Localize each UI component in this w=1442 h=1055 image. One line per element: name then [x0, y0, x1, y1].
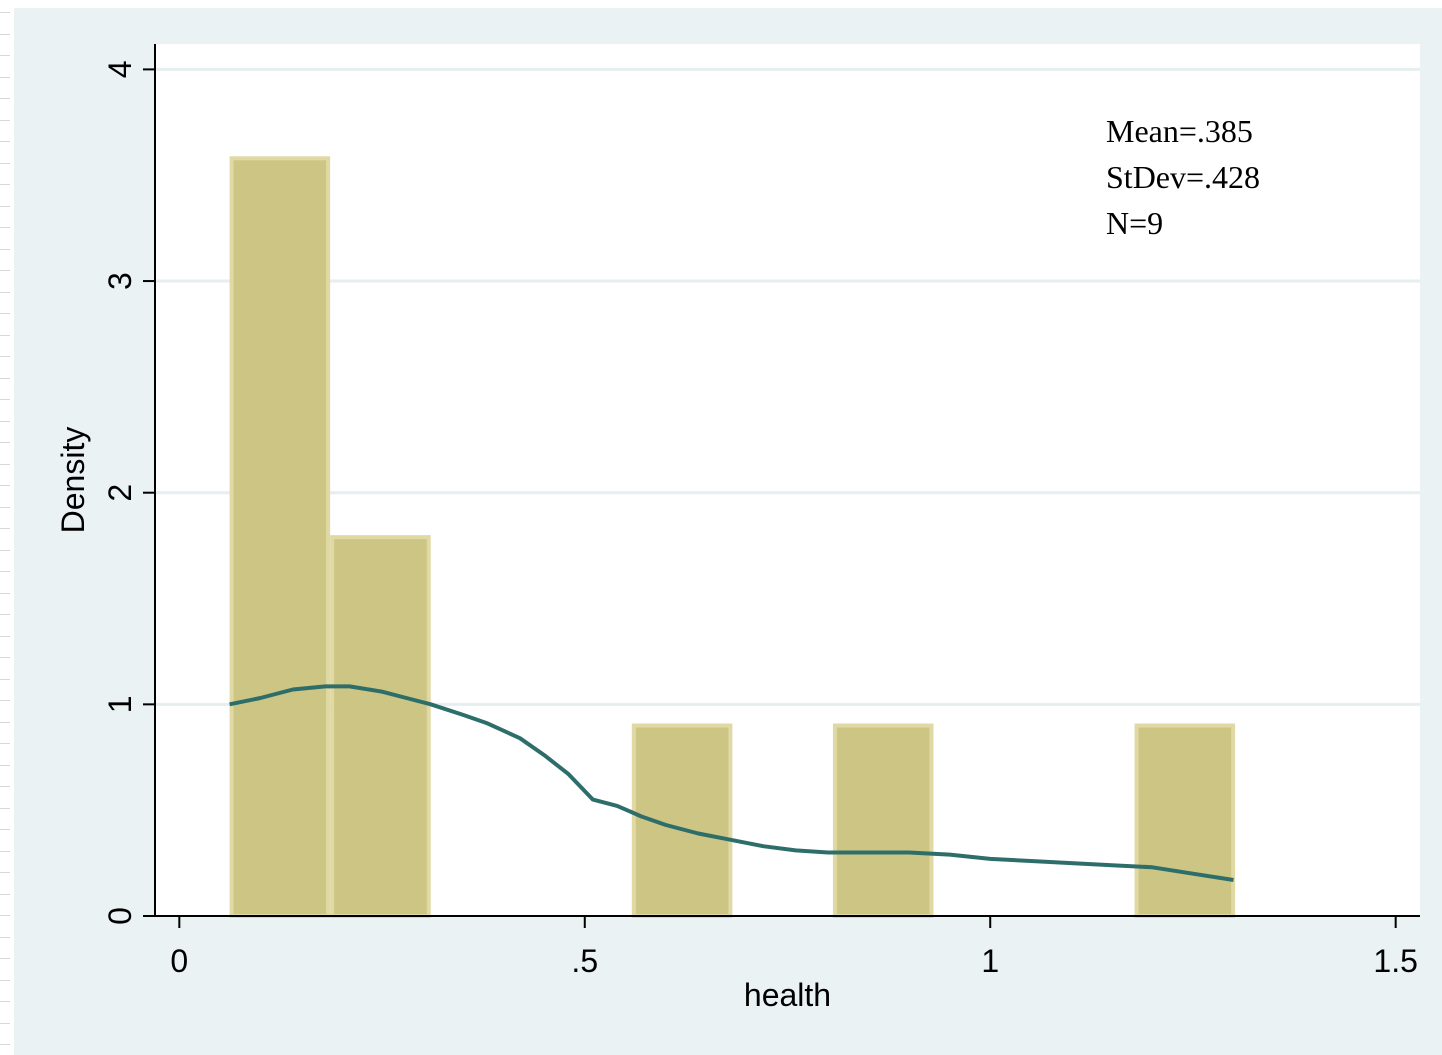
x-axis-title: health	[744, 977, 831, 1013]
mean-annotation: Mean=.385	[1106, 113, 1253, 149]
y-tick-label-0: 0	[102, 907, 138, 925]
axes: 0 1 2 3 4 0 .5 1 1.5	[102, 44, 1420, 979]
y-axis-title: Density	[55, 427, 91, 534]
y-tick-label-1: 1	[102, 695, 138, 713]
y-tick-label-2: 2	[102, 484, 138, 502]
y-tick-label-3: 3	[102, 272, 138, 290]
x-tick-label-1: 1	[981, 943, 999, 979]
left-edge-strip	[0, 0, 14, 1055]
histogram-bar-2	[330, 535, 431, 918]
x-tick-label-0: 0	[170, 943, 188, 979]
gridlines	[155, 67, 1420, 706]
histogram-bars	[229, 156, 1236, 919]
n-annotation: N=9	[1106, 205, 1163, 241]
histogram-bar-4	[832, 723, 934, 919]
histogram-bar-1	[229, 156, 331, 918]
density-line	[229, 684, 1234, 882]
stdev-annotation: StDev=.428	[1106, 159, 1260, 195]
histogram-bar-5	[1134, 723, 1236, 919]
y-tick-label-4: 4	[102, 60, 138, 78]
x-tick-label-.5: .5	[571, 943, 598, 979]
x-tick-label-1.5: 1.5	[1373, 943, 1417, 979]
